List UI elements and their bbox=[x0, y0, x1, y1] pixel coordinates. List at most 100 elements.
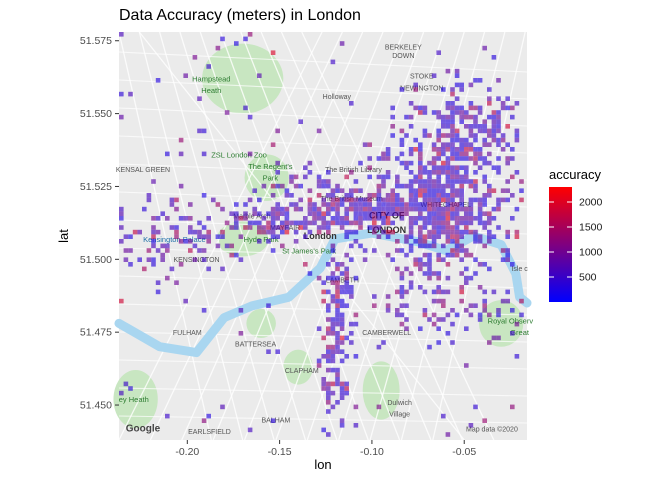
heatmap-cell bbox=[197, 128, 202, 134]
heatmap-cell bbox=[123, 257, 129, 262]
heatmap-cell bbox=[441, 229, 446, 235]
heatmap-cell bbox=[362, 142, 368, 147]
heatmap-cell bbox=[459, 87, 464, 92]
heatmap-cell bbox=[422, 165, 428, 170]
heatmap-cell bbox=[441, 133, 446, 138]
heatmap-cell bbox=[326, 390, 331, 396]
heatmap-cell bbox=[160, 252, 165, 258]
heatmap-cell bbox=[280, 183, 285, 189]
heatmap-cell bbox=[201, 151, 207, 157]
heatmap-cell bbox=[413, 82, 418, 88]
heatmap-cell bbox=[431, 225, 437, 230]
heatmap-cell bbox=[298, 183, 303, 189]
heatmap-cell bbox=[339, 381, 345, 387]
heatmap-cell bbox=[330, 317, 336, 322]
heatmap-cell bbox=[450, 202, 455, 207]
heatmap-cell bbox=[353, 216, 359, 221]
heatmap-cell bbox=[436, 197, 441, 203]
heatmap-cell bbox=[376, 188, 382, 193]
heatmap-cell bbox=[293, 206, 299, 212]
heatmap-cell bbox=[339, 312, 345, 318]
heatmap-cell bbox=[381, 229, 386, 235]
heatmap-cell bbox=[330, 206, 336, 212]
heatmap-cell bbox=[275, 349, 280, 354]
heatmap-cell bbox=[487, 151, 492, 157]
heatmap-cell bbox=[349, 188, 354, 193]
heatmap-cell bbox=[441, 298, 446, 304]
heatmap-cell bbox=[372, 193, 377, 198]
heatmap-cell bbox=[422, 289, 428, 295]
heatmap-cell bbox=[197, 234, 202, 239]
heatmap-cell bbox=[339, 386, 345, 391]
heatmap-cell bbox=[335, 381, 340, 387]
heatmap-cell bbox=[436, 298, 441, 304]
heatmap-cell bbox=[431, 147, 437, 152]
heatmap-cell bbox=[496, 110, 501, 115]
heatmap-cell bbox=[399, 312, 405, 318]
legend-colorbar bbox=[549, 187, 572, 302]
heatmap-cell bbox=[335, 216, 340, 221]
heatmap-cell bbox=[450, 142, 455, 147]
heatmap-cell bbox=[247, 114, 253, 120]
heatmap-cell bbox=[353, 179, 359, 184]
heatmap-cell bbox=[477, 285, 483, 290]
heatmap-cell bbox=[399, 285, 405, 290]
map-place-label: KENSAL GREEN bbox=[116, 167, 170, 174]
heatmap-cell bbox=[224, 243, 230, 249]
heatmap-cell bbox=[408, 243, 414, 249]
heatmap-cell bbox=[335, 372, 340, 377]
heatmap-cell bbox=[349, 193, 354, 198]
heatmap-cell bbox=[408, 160, 414, 166]
heatmap-cell bbox=[349, 285, 354, 290]
heatmap-cell bbox=[491, 188, 497, 193]
heatmap-cell bbox=[321, 335, 326, 341]
heatmap-cell bbox=[284, 193, 290, 198]
heatmap-cell bbox=[408, 147, 414, 152]
heatmap-cell bbox=[316, 193, 322, 198]
heatmap-cell bbox=[454, 206, 460, 212]
heatmap-cell bbox=[454, 151, 460, 157]
heatmap-cell bbox=[431, 73, 437, 78]
heatmap-cell bbox=[431, 211, 437, 216]
heatmap-cell bbox=[252, 211, 257, 216]
heatmap-cell bbox=[431, 165, 437, 170]
heatmap-cell bbox=[335, 308, 340, 313]
heatmap-cell bbox=[174, 234, 179, 239]
heatmap-cell bbox=[381, 211, 386, 216]
heatmap-cell bbox=[298, 119, 303, 124]
heatmap-cell bbox=[454, 202, 460, 207]
road-line bbox=[118, 359, 528, 370]
heatmap-cell bbox=[436, 50, 441, 55]
heatmap-cell bbox=[280, 229, 285, 235]
heatmap-cell bbox=[390, 257, 395, 262]
heatmap-cell bbox=[381, 183, 386, 189]
heatmap-cell bbox=[436, 147, 441, 152]
heatmap-cell bbox=[445, 156, 451, 161]
heatmap-cell bbox=[183, 298, 188, 304]
heatmap-cell bbox=[464, 114, 469, 120]
heatmap-cell bbox=[422, 239, 428, 244]
heatmap-cell bbox=[482, 142, 487, 147]
heatmap-cell bbox=[326, 317, 331, 322]
heatmap-cell bbox=[464, 363, 469, 368]
heatmap-cell bbox=[510, 308, 515, 313]
heatmap-cell bbox=[418, 216, 423, 221]
heatmap-cell bbox=[362, 257, 368, 262]
heatmap-cell bbox=[335, 220, 340, 226]
heatmap-cell bbox=[344, 220, 349, 226]
heatmap-cell bbox=[418, 188, 423, 193]
heatmap-cell bbox=[395, 308, 400, 313]
heatmap-cell bbox=[473, 156, 478, 161]
heatmap-cell bbox=[155, 78, 161, 83]
heatmap-cell bbox=[399, 151, 405, 157]
heatmap-cell bbox=[307, 197, 313, 203]
heatmap-cell bbox=[215, 243, 221, 249]
heatmap-cell bbox=[454, 68, 460, 74]
heatmap-cell bbox=[326, 225, 331, 230]
road-line bbox=[118, 387, 528, 397]
heatmap-cell bbox=[500, 197, 506, 203]
park-area bbox=[202, 43, 284, 114]
heatmap-cell bbox=[385, 174, 391, 180]
heatmap-cell bbox=[487, 160, 492, 166]
heatmap-cell bbox=[243, 211, 248, 216]
